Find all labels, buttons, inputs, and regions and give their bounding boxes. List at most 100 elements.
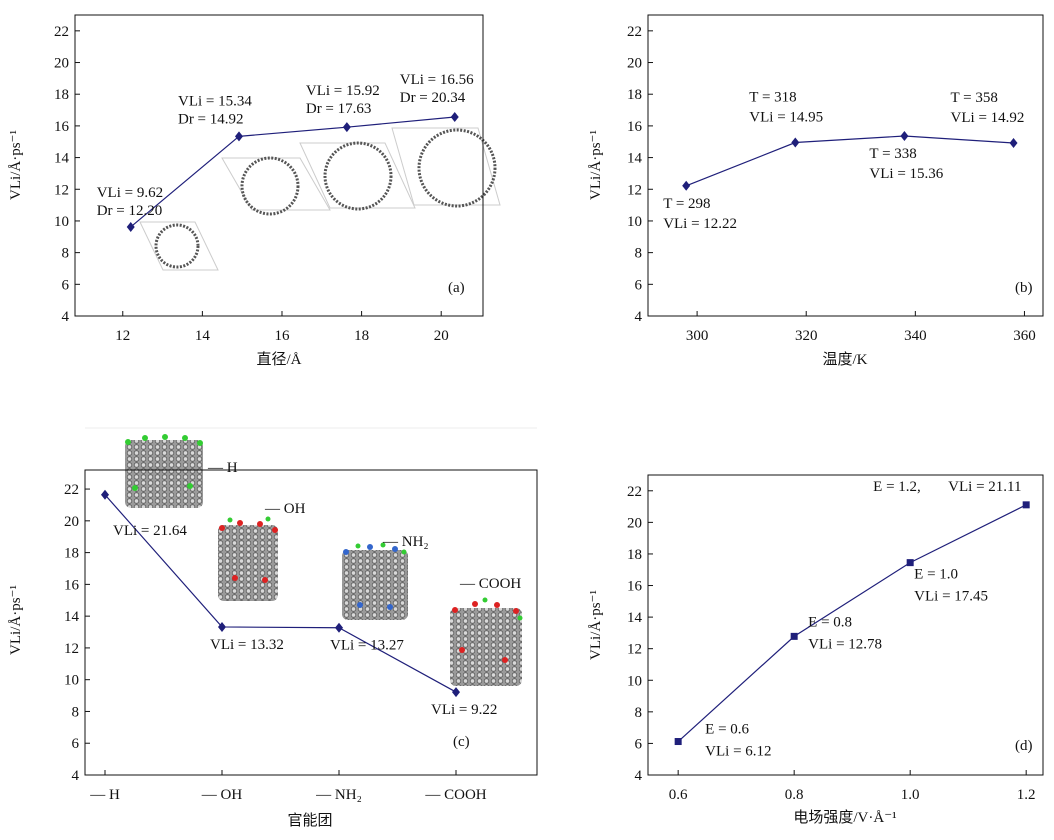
y-axis-title: VLi/Å·ps⁻¹	[8, 585, 24, 655]
x-tick-label: — NH₂	[315, 787, 362, 803]
plot-frame	[648, 15, 1043, 316]
data-line	[686, 136, 1013, 186]
value-label: VLi = 12.22	[663, 216, 737, 232]
x-axis-title: 电场强度/V·Å⁻¹	[793, 809, 896, 826]
x-tick-label: 340	[904, 328, 927, 344]
value-label: VLi = 12.78	[808, 636, 882, 652]
y-tick-label: 18	[627, 87, 642, 103]
x-tick-label: 18	[354, 328, 369, 344]
y-tick-label: 12	[627, 642, 642, 658]
x-axis-title: 直径/Å	[256, 351, 301, 368]
y-tick-label: 22	[627, 24, 642, 40]
x-value-label: T = 358	[951, 90, 998, 106]
y-tick-label: 10	[64, 673, 79, 689]
y-tick-label: 20	[627, 56, 642, 72]
y-tick-label: 20	[64, 514, 79, 530]
x-value-label: T = 338	[869, 146, 916, 162]
y-tick-label: 18	[54, 87, 69, 103]
value-label: VLi = 14.95	[749, 110, 823, 126]
y-tick-label: 8	[635, 246, 643, 262]
point	[682, 181, 690, 191]
figure: 4 6 8 10 12 14 16 18 20 22 12 14 16 18 20 直径/Å VLi/Å·ps⁻…	[0, 0, 1054, 835]
y-tick-label: 8	[72, 704, 80, 720]
y-tick-label: 10	[627, 214, 642, 230]
y-tick-label: 4	[635, 309, 643, 325]
point	[900, 131, 908, 141]
y-tick-label: 22	[64, 482, 79, 498]
x-tick-label: 14	[195, 328, 211, 344]
x-tick-label: 1.0	[901, 787, 920, 803]
x-tick-label: 1.2	[1017, 787, 1036, 803]
point	[452, 687, 460, 697]
group-label: — H	[207, 460, 238, 476]
y-tick-label: 8	[62, 246, 70, 262]
point	[791, 138, 799, 148]
nanotube-rings	[140, 128, 500, 270]
x-tick-label: 16	[274, 328, 290, 344]
group-label: — COOH	[459, 576, 521, 592]
y-tick-label: 4	[635, 768, 643, 784]
x-value-label: T = 298	[663, 196, 710, 212]
point	[127, 222, 135, 232]
x-tick-label: — OH	[201, 787, 243, 803]
y-tick-label: 16	[64, 577, 80, 593]
point	[791, 633, 798, 640]
y-tick-label: 20	[627, 515, 642, 531]
value-label: VLi = 13.27	[330, 638, 404, 654]
value-label: VLi = 15.36	[869, 166, 943, 182]
y-tick-label: 6	[72, 736, 80, 752]
y-tick-label: 14	[54, 151, 70, 167]
y-tick-label: 18	[64, 546, 79, 562]
x-tick-label: 20	[434, 328, 449, 344]
x-tick-label: 320	[795, 328, 818, 344]
plot-frame	[75, 15, 483, 316]
y-tick-label: 10	[627, 673, 642, 689]
x-tick-label: — H	[89, 787, 120, 803]
x-value-label: Dr = 17.63	[306, 101, 372, 117]
value-label: VLi = 21.64	[113, 523, 187, 539]
y-tick-label: 22	[54, 24, 69, 40]
y-tick-label: 22	[627, 484, 642, 500]
x-value-label: T = 318	[749, 90, 796, 106]
x-tick-label: 300	[686, 328, 709, 344]
point	[235, 131, 243, 141]
value-label: VLi = 9.22	[431, 702, 497, 718]
panel-label: (c)	[453, 734, 470, 750]
y-tick-label: 8	[635, 705, 643, 721]
y-tick-label: 4	[72, 768, 80, 784]
x-value-label: Dr = 14.92	[178, 111, 244, 127]
y-tick-label: 20	[54, 56, 69, 72]
point	[451, 112, 459, 122]
y-tick-label: 14	[64, 609, 80, 625]
y-tick-label: 12	[54, 182, 69, 198]
x-tick-label: 0.6	[669, 787, 688, 803]
x-tick-label: 360	[1013, 328, 1036, 344]
point	[1010, 138, 1018, 148]
value-label: VLi = 15.92	[306, 83, 380, 99]
y-tick-label: 6	[62, 277, 70, 293]
molecules	[85, 428, 537, 686]
x-tick-label: 12	[115, 328, 130, 344]
group-label: — OH	[264, 501, 306, 517]
y-tick-label: 10	[54, 214, 69, 230]
y-axis-title: VLi/Å·ps⁻¹	[588, 130, 604, 200]
point	[675, 738, 682, 745]
y-axis-title: VLi/Å·ps⁻¹	[588, 590, 604, 660]
value-label: VLi = 6.12	[705, 744, 771, 760]
x-value-label: E = 0.6	[705, 722, 749, 738]
x-value-label: E = 1.2,	[873, 479, 921, 495]
x-value-label: E = 1.0	[914, 567, 958, 583]
value-label: VLi = 16.56	[400, 72, 474, 88]
y-tick-label: 12	[64, 641, 79, 657]
panel-label: (a)	[448, 280, 465, 296]
y-tick-label: 16	[627, 119, 643, 135]
y-axis-title: VLi/Å·ps⁻¹	[8, 130, 24, 200]
y-tick-label: 18	[627, 547, 642, 563]
data-line	[678, 505, 1026, 742]
value-label: VLi = 21.11	[948, 479, 1021, 495]
y-tick-label: 6	[635, 736, 643, 752]
y-tick-label: 12	[627, 182, 642, 198]
y-tick-label: 14	[627, 151, 643, 167]
x-axis-title: 温度/K	[822, 351, 867, 368]
value-label: VLi = 17.45	[914, 589, 988, 605]
